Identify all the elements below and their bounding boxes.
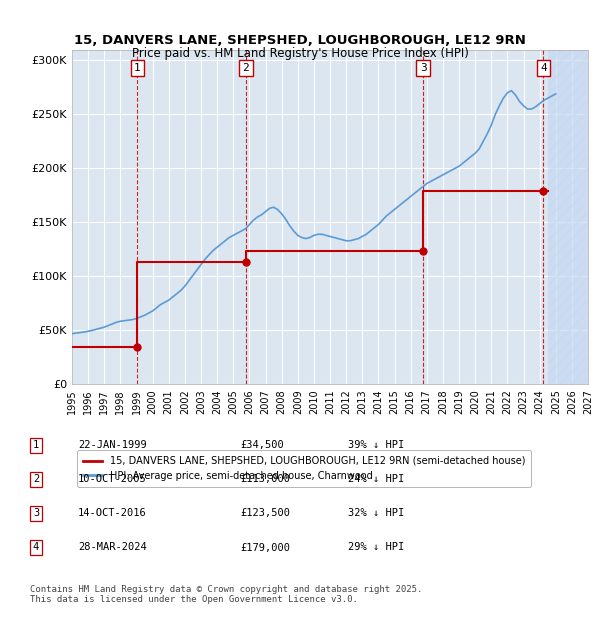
Text: £123,500: £123,500	[240, 508, 290, 518]
Text: £113,000: £113,000	[240, 474, 290, 484]
Text: 14-OCT-2016: 14-OCT-2016	[78, 508, 147, 518]
Legend: 15, DANVERS LANE, SHEPSHED, LOUGHBOROUGH, LE12 9RN (semi-detached house), HPI: A: 15, DANVERS LANE, SHEPSHED, LOUGHBOROUGH…	[77, 450, 531, 487]
Text: 2: 2	[33, 474, 39, 484]
Text: 22-JAN-1999: 22-JAN-1999	[78, 440, 147, 450]
Text: 4: 4	[540, 63, 547, 73]
Text: 24% ↓ HPI: 24% ↓ HPI	[348, 474, 404, 484]
Text: Contains HM Land Registry data © Crown copyright and database right 2025.
This d: Contains HM Land Registry data © Crown c…	[30, 585, 422, 604]
Text: 4: 4	[33, 542, 39, 552]
Text: 2: 2	[242, 63, 249, 73]
Text: 1: 1	[134, 63, 141, 73]
Text: 28-MAR-2024: 28-MAR-2024	[78, 542, 147, 552]
Text: 29% ↓ HPI: 29% ↓ HPI	[348, 542, 404, 552]
Text: 10-OCT-2005: 10-OCT-2005	[78, 474, 147, 484]
Text: 15, DANVERS LANE, SHEPSHED, LOUGHBOROUGH, LE12 9RN: 15, DANVERS LANE, SHEPSHED, LOUGHBOROUGH…	[74, 34, 526, 47]
Text: 39% ↓ HPI: 39% ↓ HPI	[348, 440, 404, 450]
Text: £179,000: £179,000	[240, 542, 290, 552]
Text: £34,500: £34,500	[240, 440, 284, 450]
Bar	[548, 50, 588, 384]
Text: 3: 3	[420, 63, 427, 73]
Text: Price paid vs. HM Land Registry's House Price Index (HPI): Price paid vs. HM Land Registry's House …	[131, 46, 469, 60]
Text: 3: 3	[33, 508, 39, 518]
Text: 1: 1	[33, 440, 39, 450]
Text: 32% ↓ HPI: 32% ↓ HPI	[348, 508, 404, 518]
